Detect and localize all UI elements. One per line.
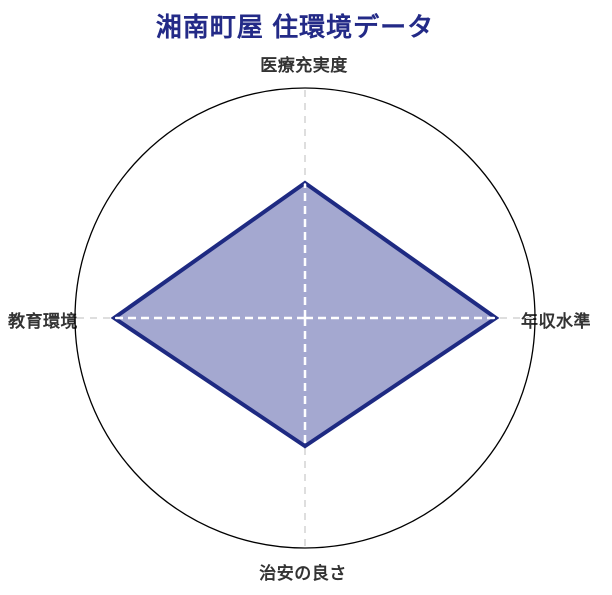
radar-outer-circle — [74, 87, 536, 549]
axis-label-medical: 医療充実度 — [260, 56, 348, 75]
axis-label-income: 年収水準 — [521, 312, 591, 331]
axis-label-education: 教育環境 — [8, 312, 78, 331]
axis-label-safety: 治安の良さ — [259, 564, 347, 583]
chart-title: 湘南町屋 住環境データ — [155, 12, 435, 42]
